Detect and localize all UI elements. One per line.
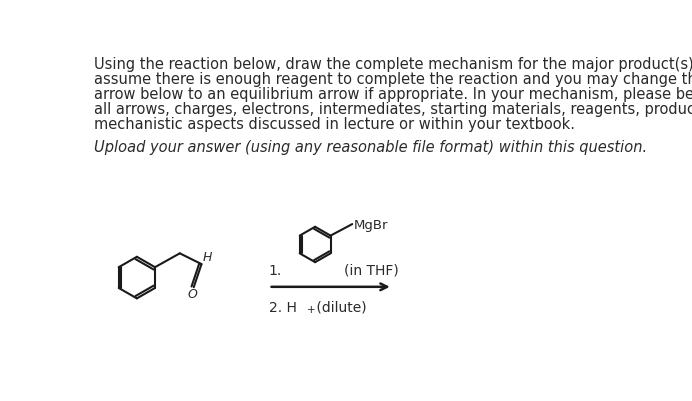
Text: Using the reaction below, draw the complete mechanism for the major product(s) o: Using the reaction below, draw the compl… (94, 57, 692, 72)
Text: 2. H: 2. H (268, 301, 296, 315)
Text: arrow below to an equilibrium arrow if appropriate. In your mechanism, please be: arrow below to an equilibrium arrow if a… (94, 87, 692, 102)
Text: all arrows, charges, electrons, intermediates, starting materials, reagents, pro: all arrows, charges, electrons, intermed… (94, 102, 692, 117)
Text: assume there is enough reagent to complete the reaction and you may change the r: assume there is enough reagent to comple… (94, 72, 692, 87)
Text: MgBr: MgBr (354, 219, 388, 232)
Text: H: H (203, 251, 212, 264)
Text: (dilute): (dilute) (312, 301, 367, 315)
Text: O: O (188, 288, 197, 302)
Text: Upload your answer (using any reasonable file format) within this question.: Upload your answer (using any reasonable… (94, 140, 648, 155)
Text: mechanistic aspects discussed in lecture or within your textbook.: mechanistic aspects discussed in lecture… (94, 117, 575, 132)
Text: (in THF): (in THF) (344, 263, 399, 277)
Text: 1.: 1. (268, 263, 282, 277)
Text: +: + (307, 304, 316, 314)
